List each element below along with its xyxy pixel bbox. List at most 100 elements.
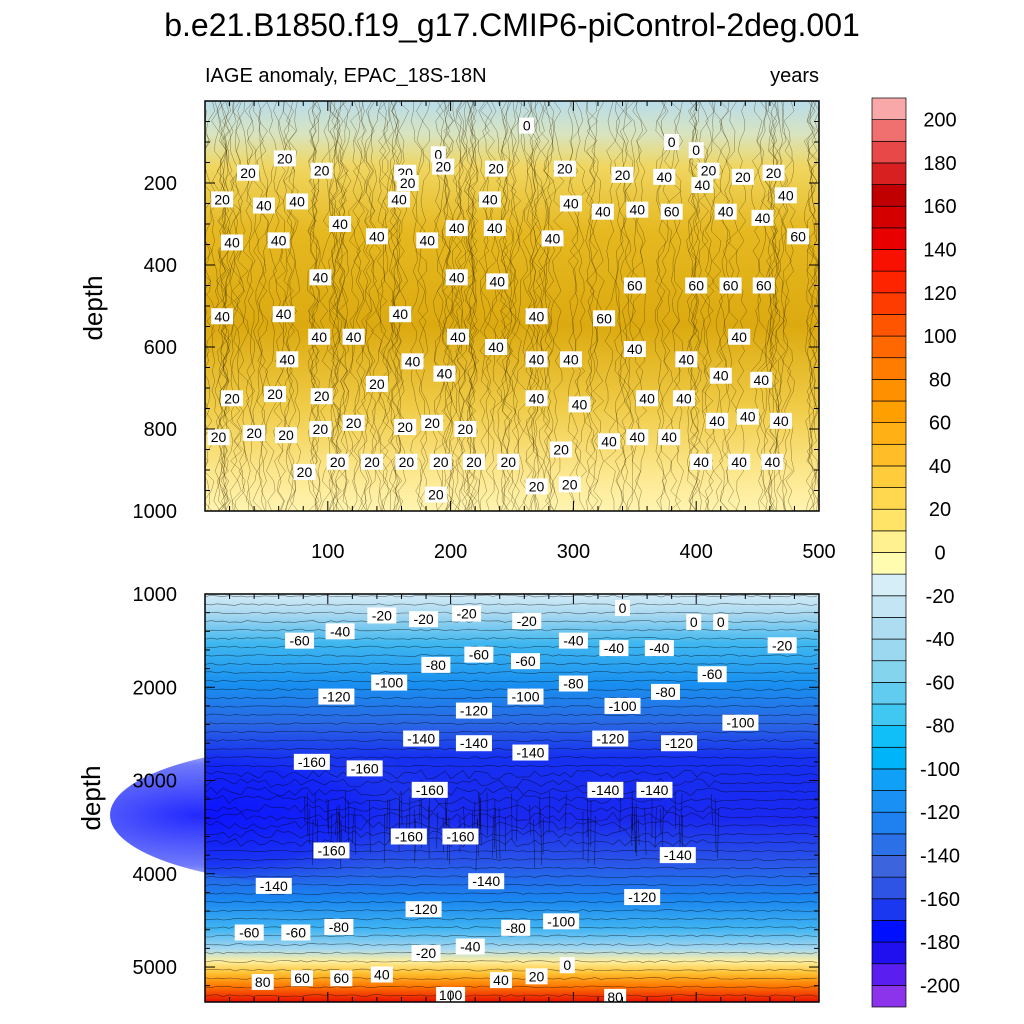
colorbar-tick-label: -40 [926,629,955,651]
contour-label-text: 20 [314,388,330,404]
contour-label-text: 60 [294,970,310,986]
upper-contour-line [341,101,354,511]
contour-label: -160 [411,781,448,798]
contour-label-text: 40 [224,234,240,250]
contour-label-box [697,666,727,683]
contour-label-box [291,970,314,987]
lower-contour-line [205,849,818,853]
contour-label-box [709,367,732,384]
contour-label-text: -60 [286,925,306,941]
upper-contour-line [764,101,777,511]
contour-label-box [211,308,234,325]
colorbar-tick-label: 60 [929,413,951,435]
contour-label-text: -160 [317,842,345,858]
contour-label-box [519,117,535,134]
upper-contour-line [463,101,476,511]
contour-label-text: -140 [591,782,619,798]
upper-contour-line [328,101,341,511]
contour-label: -20 [409,611,439,628]
lower-contour-line [205,892,818,895]
contour-label-text: -20 [772,637,792,653]
contour-label: 20 [421,414,444,431]
x-tick-label: 100 [311,541,344,563]
lower-contour-spike [326,798,329,829]
contour-label: 20 [326,453,349,470]
contour-label-box [593,310,616,327]
contour-label-text: -20 [416,945,436,961]
colorbar-box [871,790,907,813]
contour-label-text: -100 [547,913,575,929]
deep-core-shade [110,745,550,885]
contour-label-text: 0 [434,146,442,162]
contour-label-text: 40 [639,390,655,406]
colorbar-tick-label: 80 [929,369,951,391]
contour-label-box [787,228,810,245]
contour-label-text: 80 [607,989,623,1005]
lower-contour-spike [540,809,542,865]
contour-label-box [626,201,649,218]
contour-label: 40 [691,177,714,194]
contour-label-box [736,408,759,425]
upper-contour-line [464,101,478,511]
upper-contour-line [543,101,556,511]
contour-label-box [309,421,332,437]
upper-contour-line [330,101,343,511]
contour-label: 20 [236,164,259,181]
contour-label-box [686,613,702,630]
contour-label-box [221,390,244,407]
contour-label-box [455,938,485,955]
contour-label: 20 [394,418,417,435]
contour-label: -60 [697,666,727,683]
contour-label: 40 [486,273,509,290]
lower-contour-line [205,769,818,780]
contour-label-text: -20 [372,607,392,623]
lower-x-axis [204,594,820,1002]
upper-contour-line [586,101,599,511]
contour-label-text: 0 [619,600,627,616]
contour-label: 40 [541,230,564,247]
lower-contour-spike [674,790,676,829]
contour-label-box [468,873,505,890]
colorbar-box [871,184,907,207]
contour-label-text: -20 [413,611,433,627]
contour-label-box [525,478,548,495]
contour-label-text: 20 [562,476,578,492]
upper-contour-line [454,101,467,511]
lower-y-label: depth [76,765,106,830]
colorbar-box [871,768,907,791]
contour-label: 20 [361,453,384,470]
contour-label-box [604,697,641,714]
lower-panel: -20 -20 -20 -20 0 0 0 -20 -40 -60 -40 -40 -40 -80 -60 -… [76,584,820,1005]
contour-label: -120 [405,901,442,918]
contour-label: 40 [690,453,713,470]
colorbar-box [871,270,907,294]
contour-label: 0 [664,134,680,150]
contour-label: 20 [429,453,452,470]
lower-contour-line [205,909,818,912]
contour-label-text: -40 [460,939,480,955]
contour-label-box [553,160,576,177]
lower-contour-line [205,875,818,878]
contour-label-box [559,351,582,368]
colorbar-tick-label: -120 [920,802,960,824]
contour-label-text: 20 [701,163,717,179]
colorbar-box [871,119,907,142]
contour-label-box [424,486,447,503]
lower-contour-spike [564,793,567,832]
contour-label: -120 [624,889,661,906]
upper-contour-line [477,101,490,511]
contour-label-box [489,972,512,989]
lower-contour-spike [586,794,589,838]
contour-label: 20 [432,158,455,175]
contour-label-box [728,328,751,345]
contour-label: 40 [211,308,234,325]
contour-label: 40 [568,396,591,413]
lower-contour-line [205,713,818,717]
contour-label-box [623,277,646,294]
colorbar-box [871,443,907,467]
upper-contour-line [396,101,409,511]
contour-label-text: -60 [702,666,722,682]
colorbar-box [871,205,907,229]
contour-label-box [485,339,508,355]
upper-contour-line [337,101,349,511]
